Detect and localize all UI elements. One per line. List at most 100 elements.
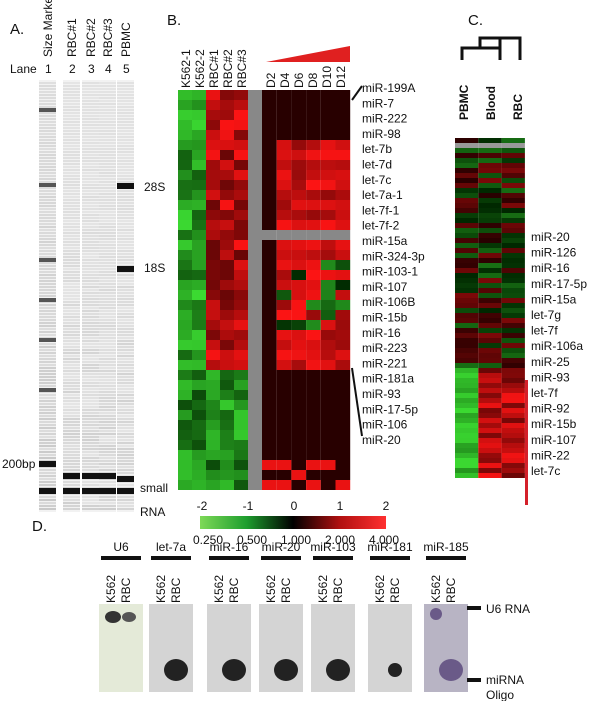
heat-cell [192,130,206,140]
gel-smear [99,166,116,168]
heat-cell [501,298,525,303]
gel-smear [63,271,80,273]
gel-smear [63,193,80,195]
gel-smear [117,280,134,282]
gel-smear [39,361,56,363]
gel-smear [117,451,134,453]
heat-cell [320,210,336,220]
probe-bar [426,556,466,560]
heat-cell [320,260,336,270]
heat-cell [192,320,206,330]
heat-cell [234,480,248,490]
gel-smear [39,379,56,381]
row-label: let-7c [362,173,391,187]
heat-cell [234,440,248,450]
heat-cell [291,280,307,290]
gel-smear [82,247,99,249]
heat-cell [455,448,479,453]
heat-cell [178,170,192,180]
gel-smear [82,367,99,369]
gel-smear [39,268,56,270]
lane-name: RBC#2 [84,18,98,57]
heat-cell [335,250,351,260]
heat-cell [335,190,351,200]
gel-smear [117,436,134,438]
gel-smear [99,124,116,126]
scale-label: 4.000 [369,533,399,547]
gel-smear [117,241,134,243]
heat-cell [276,100,292,110]
gel-smear [117,382,134,384]
gel-smear [39,328,56,330]
gel-smear [99,121,116,123]
heat-cell [276,200,292,210]
heat-cell [501,283,525,288]
gel-smear [63,166,80,168]
heat-cell [335,90,351,100]
gel-smear [82,292,99,294]
heat-cell [192,300,206,310]
heat-cell [478,368,502,373]
gel-smear [117,208,134,210]
heat-cell [455,268,479,273]
gel-smear [82,145,99,147]
gel-smear [63,223,80,225]
gel-smear [63,130,80,132]
heat-cell [455,473,479,478]
gel-smear [99,451,116,453]
heat-cell [501,413,525,418]
gel-smear [39,103,56,105]
heat-cell [206,420,220,430]
gel-band [117,266,134,272]
gel-smear [99,448,116,450]
heat-cell [455,243,479,248]
gel-smear [82,124,99,126]
probe-bar [101,556,141,560]
gel-smear [99,484,116,486]
heat-cell [501,423,525,428]
gel-smear [117,427,134,429]
heat-cell [234,200,248,210]
heat-cell [234,90,248,100]
gel-smear [99,427,116,429]
heat-cell [478,468,502,473]
gel-smear [99,82,116,84]
gel-smear [63,91,80,93]
heat-cell [320,480,336,490]
gel-smear [99,319,116,321]
lane-label: RBC [279,577,293,603]
heat-cell [320,380,336,390]
gel-smear [39,223,56,225]
gel-smear [82,91,99,93]
gel-smear [117,295,134,297]
gel-smear [99,250,116,252]
heat-cell [306,250,321,260]
scale-label: 1.000 [281,533,311,547]
gel-smear [117,442,134,444]
heat-cell [335,260,351,270]
gel-smear [82,121,99,123]
gel-smear [82,355,99,357]
heat-cell [306,410,321,420]
gel-smear [63,178,80,180]
gel-band [82,488,99,494]
heat-cell [178,330,192,340]
heat-cell [455,188,479,193]
gel-smear [82,376,99,378]
heat-cell [178,300,192,310]
heat-cell [291,290,307,300]
gel-smear [99,313,116,315]
gel-smear [117,388,134,390]
heat-cell [262,150,277,160]
heat-cell [320,190,336,200]
gel-smear [39,178,56,180]
heat-cell [178,370,192,380]
heat-cell [192,340,206,350]
heat-cell [262,410,277,420]
heat-cell [455,418,479,423]
probe-label: miR-103 [310,540,356,554]
scale-label: -1 [243,499,254,513]
gel-smear [82,457,99,459]
gel-smear [39,214,56,216]
blot-band [222,659,246,681]
